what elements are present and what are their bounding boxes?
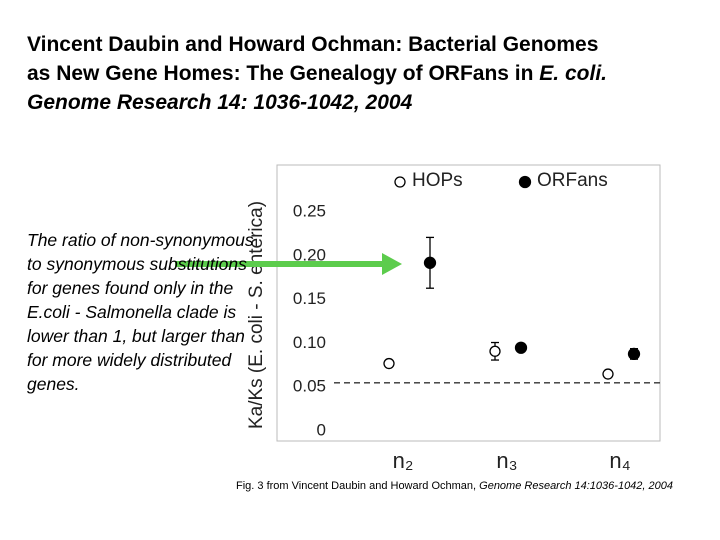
y-tick-label: 0.25 xyxy=(293,201,326,220)
title-text: as New Gene Homes: The Genealogy of ORFa… xyxy=(27,62,540,85)
arrow-head xyxy=(382,253,402,275)
title-line: Vincent Daubin and Howard Ochman: Bacter… xyxy=(27,33,599,56)
point xyxy=(514,341,528,354)
title-line: as New Gene Homes: The Genealogy of ORFa… xyxy=(27,59,607,88)
point xyxy=(602,368,614,380)
title: Vincent Daubin and Howard Ochman: Bacter… xyxy=(27,30,607,117)
title-italic: E. coli. xyxy=(539,62,607,85)
legend-label: HOPs xyxy=(412,170,463,191)
y-tick-label: 0 xyxy=(317,420,326,439)
legend-marker xyxy=(394,176,406,188)
point xyxy=(489,345,501,357)
title-citation: Genome Research 14: 1036-1042, 2004 xyxy=(27,91,413,114)
point xyxy=(627,347,641,361)
y-axis-label: Ka/Ks (E. coli - S. enterica) xyxy=(246,201,267,429)
y-tick-label: 0.20 xyxy=(293,245,326,264)
point xyxy=(383,357,395,370)
x-tick-label: n₂ xyxy=(393,448,414,473)
caption: Fig. 3 from Vincent Daubin and Howard Oc… xyxy=(236,480,673,492)
y-tick-label: 0.05 xyxy=(293,377,326,396)
caption-text: Fig. 3 from Vincent Daubin and Howard Oc… xyxy=(236,480,480,492)
point xyxy=(423,256,437,269)
caption-italic: Genome Research 14:1036-1042, 2004 xyxy=(479,480,673,492)
plot-frame xyxy=(276,164,661,442)
x-tick-label: n₄ xyxy=(609,448,630,473)
legend-label: ORFans xyxy=(537,170,608,191)
annotation: The ratio of non-synonymous to synonymou… xyxy=(27,230,254,394)
y-tick-label: 0.10 xyxy=(293,333,326,352)
x-tick-label: n₃ xyxy=(496,448,517,473)
y-tick-label: 0.15 xyxy=(293,289,326,308)
legend-marker xyxy=(518,175,532,189)
